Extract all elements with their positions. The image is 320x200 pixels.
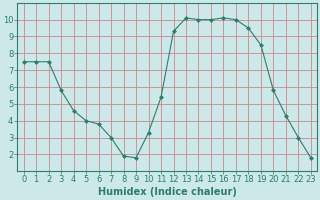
X-axis label: Humidex (Indice chaleur): Humidex (Indice chaleur) [98, 187, 237, 197]
